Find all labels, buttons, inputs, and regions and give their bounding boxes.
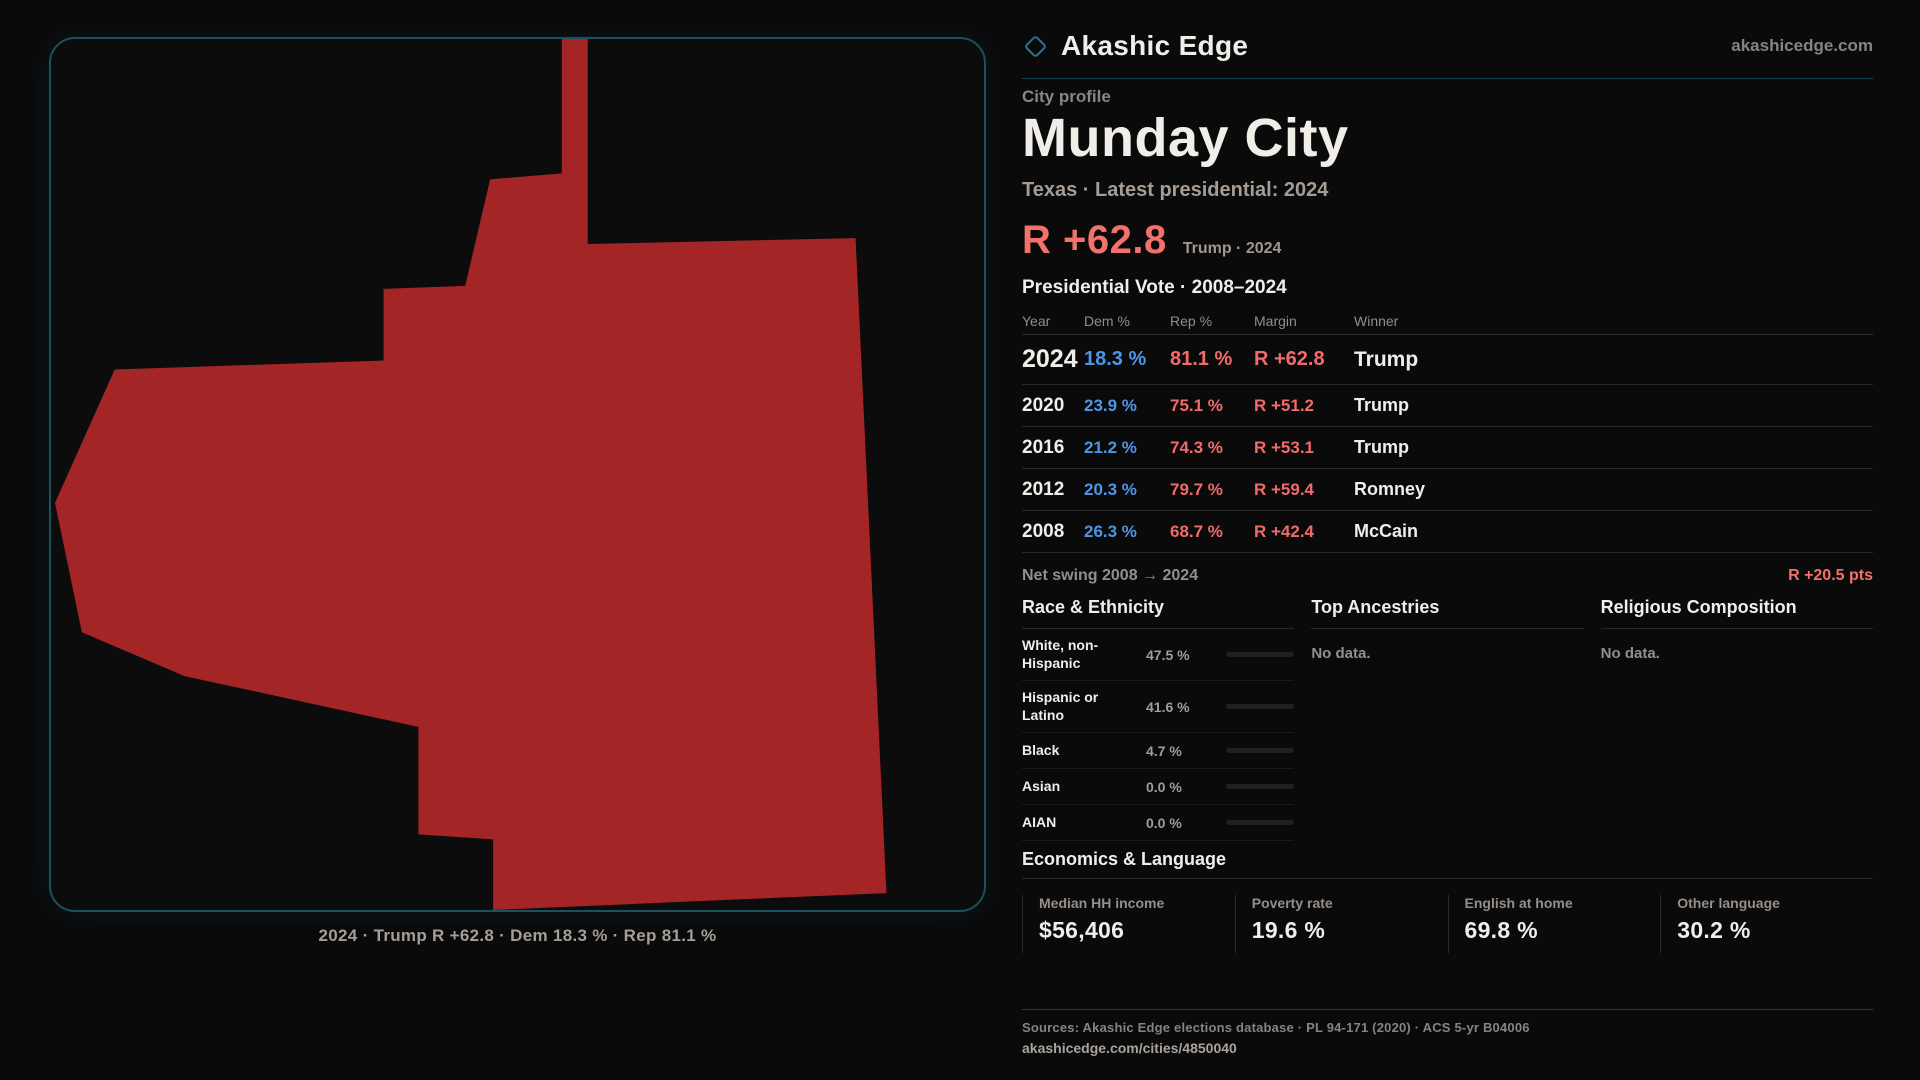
city-profile-panel: Akashic Edge akashicedge.com City profil… [1022, 30, 1873, 1056]
col-margin: Margin [1254, 312, 1297, 329]
election-table: Year Dem % Rep % Margin Winner 2024 18.3… [1022, 307, 1873, 554]
race-bar [1226, 820, 1295, 826]
headline-margin-note: Trump · 2024 [1182, 240, 1282, 258]
religious-composition-empty: No data. [1600, 645, 1660, 663]
race-bar [1226, 652, 1295, 658]
race-ethnicity-column: Race & Ethnicity White, non-Hispanic 47.… [1022, 597, 1295, 842]
top-ancestries-empty: No data. [1311, 645, 1371, 663]
page-title: Munday City [1022, 108, 1349, 168]
net-swing-value: R +20.5 pts [1788, 567, 1873, 585]
list-item: Asian 0.0 % [1022, 769, 1295, 806]
stat-other-language: Other language 30.2 % [1660, 895, 1873, 954]
demographics-section: Race & Ethnicity White, non-Hispanic 47.… [1022, 597, 1873, 842]
table-row: 2008 26.3 % 68.7 % R +42.4 McCain [1022, 511, 1873, 554]
religious-composition-title: Religious Composition [1600, 597, 1873, 630]
table-row: 2020 23.9 % 75.1 % R +51.2 Trump [1022, 385, 1873, 428]
net-swing-row: Net swing 2008 → 2024 R +20.5 pts [1022, 567, 1873, 585]
election-table-title: Presidential Vote · 2008–2024 [1022, 277, 1287, 299]
col-year: Year [1022, 312, 1051, 329]
diamond-icon [1022, 33, 1049, 60]
race-bar [1226, 704, 1295, 710]
net-swing-label: Net swing 2008 → 2024 [1022, 567, 1199, 585]
city-map-panel [49, 37, 986, 912]
race-bar [1226, 784, 1295, 790]
map-caption: 2024 · Trump R +62.8 · Dem 18.3 % · Rep … [318, 926, 717, 945]
race-bar [1226, 748, 1295, 754]
stat-english-at-home: English at home 69.8 % [1447, 895, 1661, 954]
col-winner: Winner [1354, 312, 1399, 329]
stat-median-income: Median HH income $56,406 [1022, 895, 1235, 954]
table-row: 2024 18.3 % 81.1 % R +62.8 Trump [1022, 335, 1873, 386]
table-row: 2012 20.3 % 79.7 % R +59.4 Romney [1022, 469, 1873, 512]
economics-title: Economics & Language [1022, 849, 1873, 880]
brand-name: Akashic Edge [1061, 30, 1249, 61]
page-subtitle: Texas · Latest presidential: 2024 [1022, 179, 1329, 202]
col-dem: Dem % [1084, 312, 1130, 329]
top-ancestries-column: Top Ancestries No data. [1311, 597, 1584, 841]
sources-text: Sources: Akashic Edge elections database… [1022, 1020, 1530, 1036]
list-item: Hispanic or Latino 41.6 % [1022, 681, 1295, 734]
list-item: Black 4.7 % [1022, 733, 1295, 770]
stat-poverty-rate: Poverty rate 19.6 % [1234, 895, 1448, 954]
race-ethnicity-title: Race & Ethnicity [1022, 597, 1295, 630]
list-item: White, non-Hispanic 47.5 % [1022, 629, 1295, 682]
top-ancestries-title: Top Ancestries [1311, 597, 1584, 630]
page-kicker: City profile [1022, 87, 1111, 106]
economics-stats: Median HH income $56,406 Poverty rate 19… [1022, 895, 1873, 954]
headline-margin-row: R +62.8 Trump · 2024 [1022, 218, 1873, 263]
table-row: 2016 21.2 % 74.3 % R +53.1 Trump [1022, 427, 1873, 470]
headline-margin-value: R +62.8 [1022, 218, 1167, 263]
permalink-link[interactable]: akashicedge.com/cities/4850040 [1022, 1040, 1237, 1057]
city-boundary-map [54, 39, 887, 910]
app-header: Akashic Edge akashicedge.com [1022, 30, 1873, 79]
list-item: AIAN 0.0 % [1022, 805, 1295, 842]
page-footer: Sources: Akashic Edge elections database… [1022, 1009, 1873, 1056]
col-rep: Rep % [1170, 312, 1213, 329]
election-table-header: Year Dem % Rep % Margin Winner [1022, 307, 1873, 336]
religious-composition-column: Religious Composition No data. [1600, 597, 1873, 841]
city-boundary-shape [54, 39, 887, 910]
brand-domain-link[interactable]: akashicedge.com [1731, 36, 1873, 55]
